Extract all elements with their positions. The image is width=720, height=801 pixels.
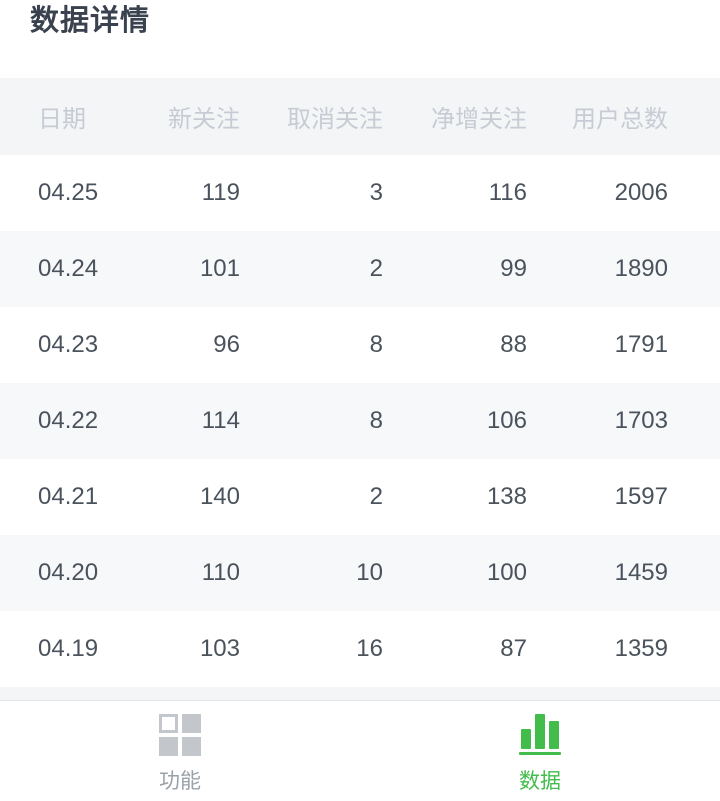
table-cell: 1890 bbox=[614, 255, 668, 282]
table-row: 04.19 103 16 87 1359 bbox=[0, 611, 720, 687]
stats-table: 日期 新关注 取消关注 净增关注 用户总数 04.25 119 3 116 2006 04.24 1… bbox=[0, 78, 720, 687]
table-cell: 04.23 bbox=[38, 331, 99, 358]
bar-chart-icon bbox=[518, 714, 562, 756]
grid-icon bbox=[159, 714, 201, 756]
table-cell: 114 bbox=[201, 407, 240, 434]
bar-chart-baseline bbox=[519, 752, 561, 755]
table-cell: 3 bbox=[369, 179, 383, 206]
column-header: 净增关注 bbox=[431, 106, 527, 133]
table-row: 04.25 119 3 116 2006 bbox=[0, 155, 720, 231]
table-cell: 16 bbox=[356, 635, 383, 662]
table-cell: 1597 bbox=[614, 483, 668, 510]
table-cell: 103 bbox=[199, 635, 240, 662]
bar-chart-bars bbox=[521, 714, 559, 749]
table-cell: 10 bbox=[356, 559, 383, 586]
table-row: 04.23 96 8 88 1791 bbox=[0, 307, 720, 383]
table-cell: 116 bbox=[488, 179, 527, 206]
tab-functions[interactable]: 功能 bbox=[0, 701, 360, 801]
grid-icon-square bbox=[182, 714, 201, 733]
table-cell: 2 bbox=[369, 483, 383, 510]
table-cell: 8 bbox=[369, 407, 383, 434]
table-cell: 119 bbox=[201, 179, 240, 206]
stats-table-body: 04.25 119 3 116 2006 04.24 101 2 99 1890 04.23 96 8 8… bbox=[0, 155, 720, 687]
table-cell: 101 bbox=[199, 255, 240, 282]
stats-table-header: 日期 新关注 取消关注 净增关注 用户总数 bbox=[0, 78, 720, 155]
column-header: 取消关注 bbox=[287, 106, 383, 133]
bottom-tab-bar: 功能 数据 bbox=[0, 700, 720, 801]
table-cell: 1459 bbox=[614, 559, 668, 586]
table-cell: 8 bbox=[369, 331, 383, 358]
tab-functions-label: 功能 bbox=[159, 770, 201, 793]
table-cell: 138 bbox=[486, 483, 527, 510]
table-cell: 2 bbox=[369, 255, 383, 282]
table-cell: 88 bbox=[500, 331, 527, 358]
table-cell: 96 bbox=[213, 331, 240, 358]
grid-icon-square bbox=[159, 737, 178, 756]
tab-data[interactable]: 数据 bbox=[360, 701, 720, 801]
table-row: 04.22 114 8 106 1703 bbox=[0, 383, 720, 459]
table-cell: 04.21 bbox=[38, 483, 99, 510]
grid-icon-square bbox=[182, 737, 201, 756]
table-cell: 04.25 bbox=[38, 179, 99, 206]
bar-chart-bar bbox=[535, 714, 545, 749]
title-bar: 数据详情 bbox=[0, 0, 720, 78]
header-row: 日期 新关注 取消关注 净增关注 用户总数 bbox=[0, 78, 720, 155]
column-header: 新关注 bbox=[168, 106, 240, 133]
table-row: 04.20 110 10 100 1459 bbox=[0, 535, 720, 611]
tab-data-label: 数据 bbox=[519, 770, 561, 793]
bar-chart-bar bbox=[521, 729, 531, 749]
page-title: 数据详情 bbox=[30, 5, 151, 37]
table-cell: 100 bbox=[486, 559, 527, 586]
table-cell: 04.22 bbox=[38, 407, 99, 434]
table-cell: 2006 bbox=[614, 179, 668, 206]
partial-row-strip bbox=[0, 687, 720, 700]
table-cell: 110 bbox=[201, 559, 240, 586]
column-header: 用户总数 bbox=[572, 106, 668, 133]
table-cell: 04.20 bbox=[38, 559, 99, 586]
grid-icon-square bbox=[159, 714, 178, 733]
column-header: 日期 bbox=[38, 106, 86, 133]
table-cell: 1791 bbox=[614, 331, 668, 358]
table-cell: 1703 bbox=[614, 407, 668, 434]
table-cell: 140 bbox=[199, 483, 240, 510]
table-cell: 106 bbox=[486, 407, 527, 434]
table-cell: 1359 bbox=[614, 635, 668, 662]
table-cell: 99 bbox=[500, 255, 527, 282]
table-row: 04.24 101 2 99 1890 bbox=[0, 231, 720, 307]
bar-chart-bar bbox=[549, 721, 559, 749]
table-cell: 04.24 bbox=[38, 255, 99, 282]
table-row: 04.21 140 2 138 1597 bbox=[0, 459, 720, 535]
table-cell: 87 bbox=[500, 635, 527, 662]
table-cell: 04.19 bbox=[38, 635, 99, 662]
